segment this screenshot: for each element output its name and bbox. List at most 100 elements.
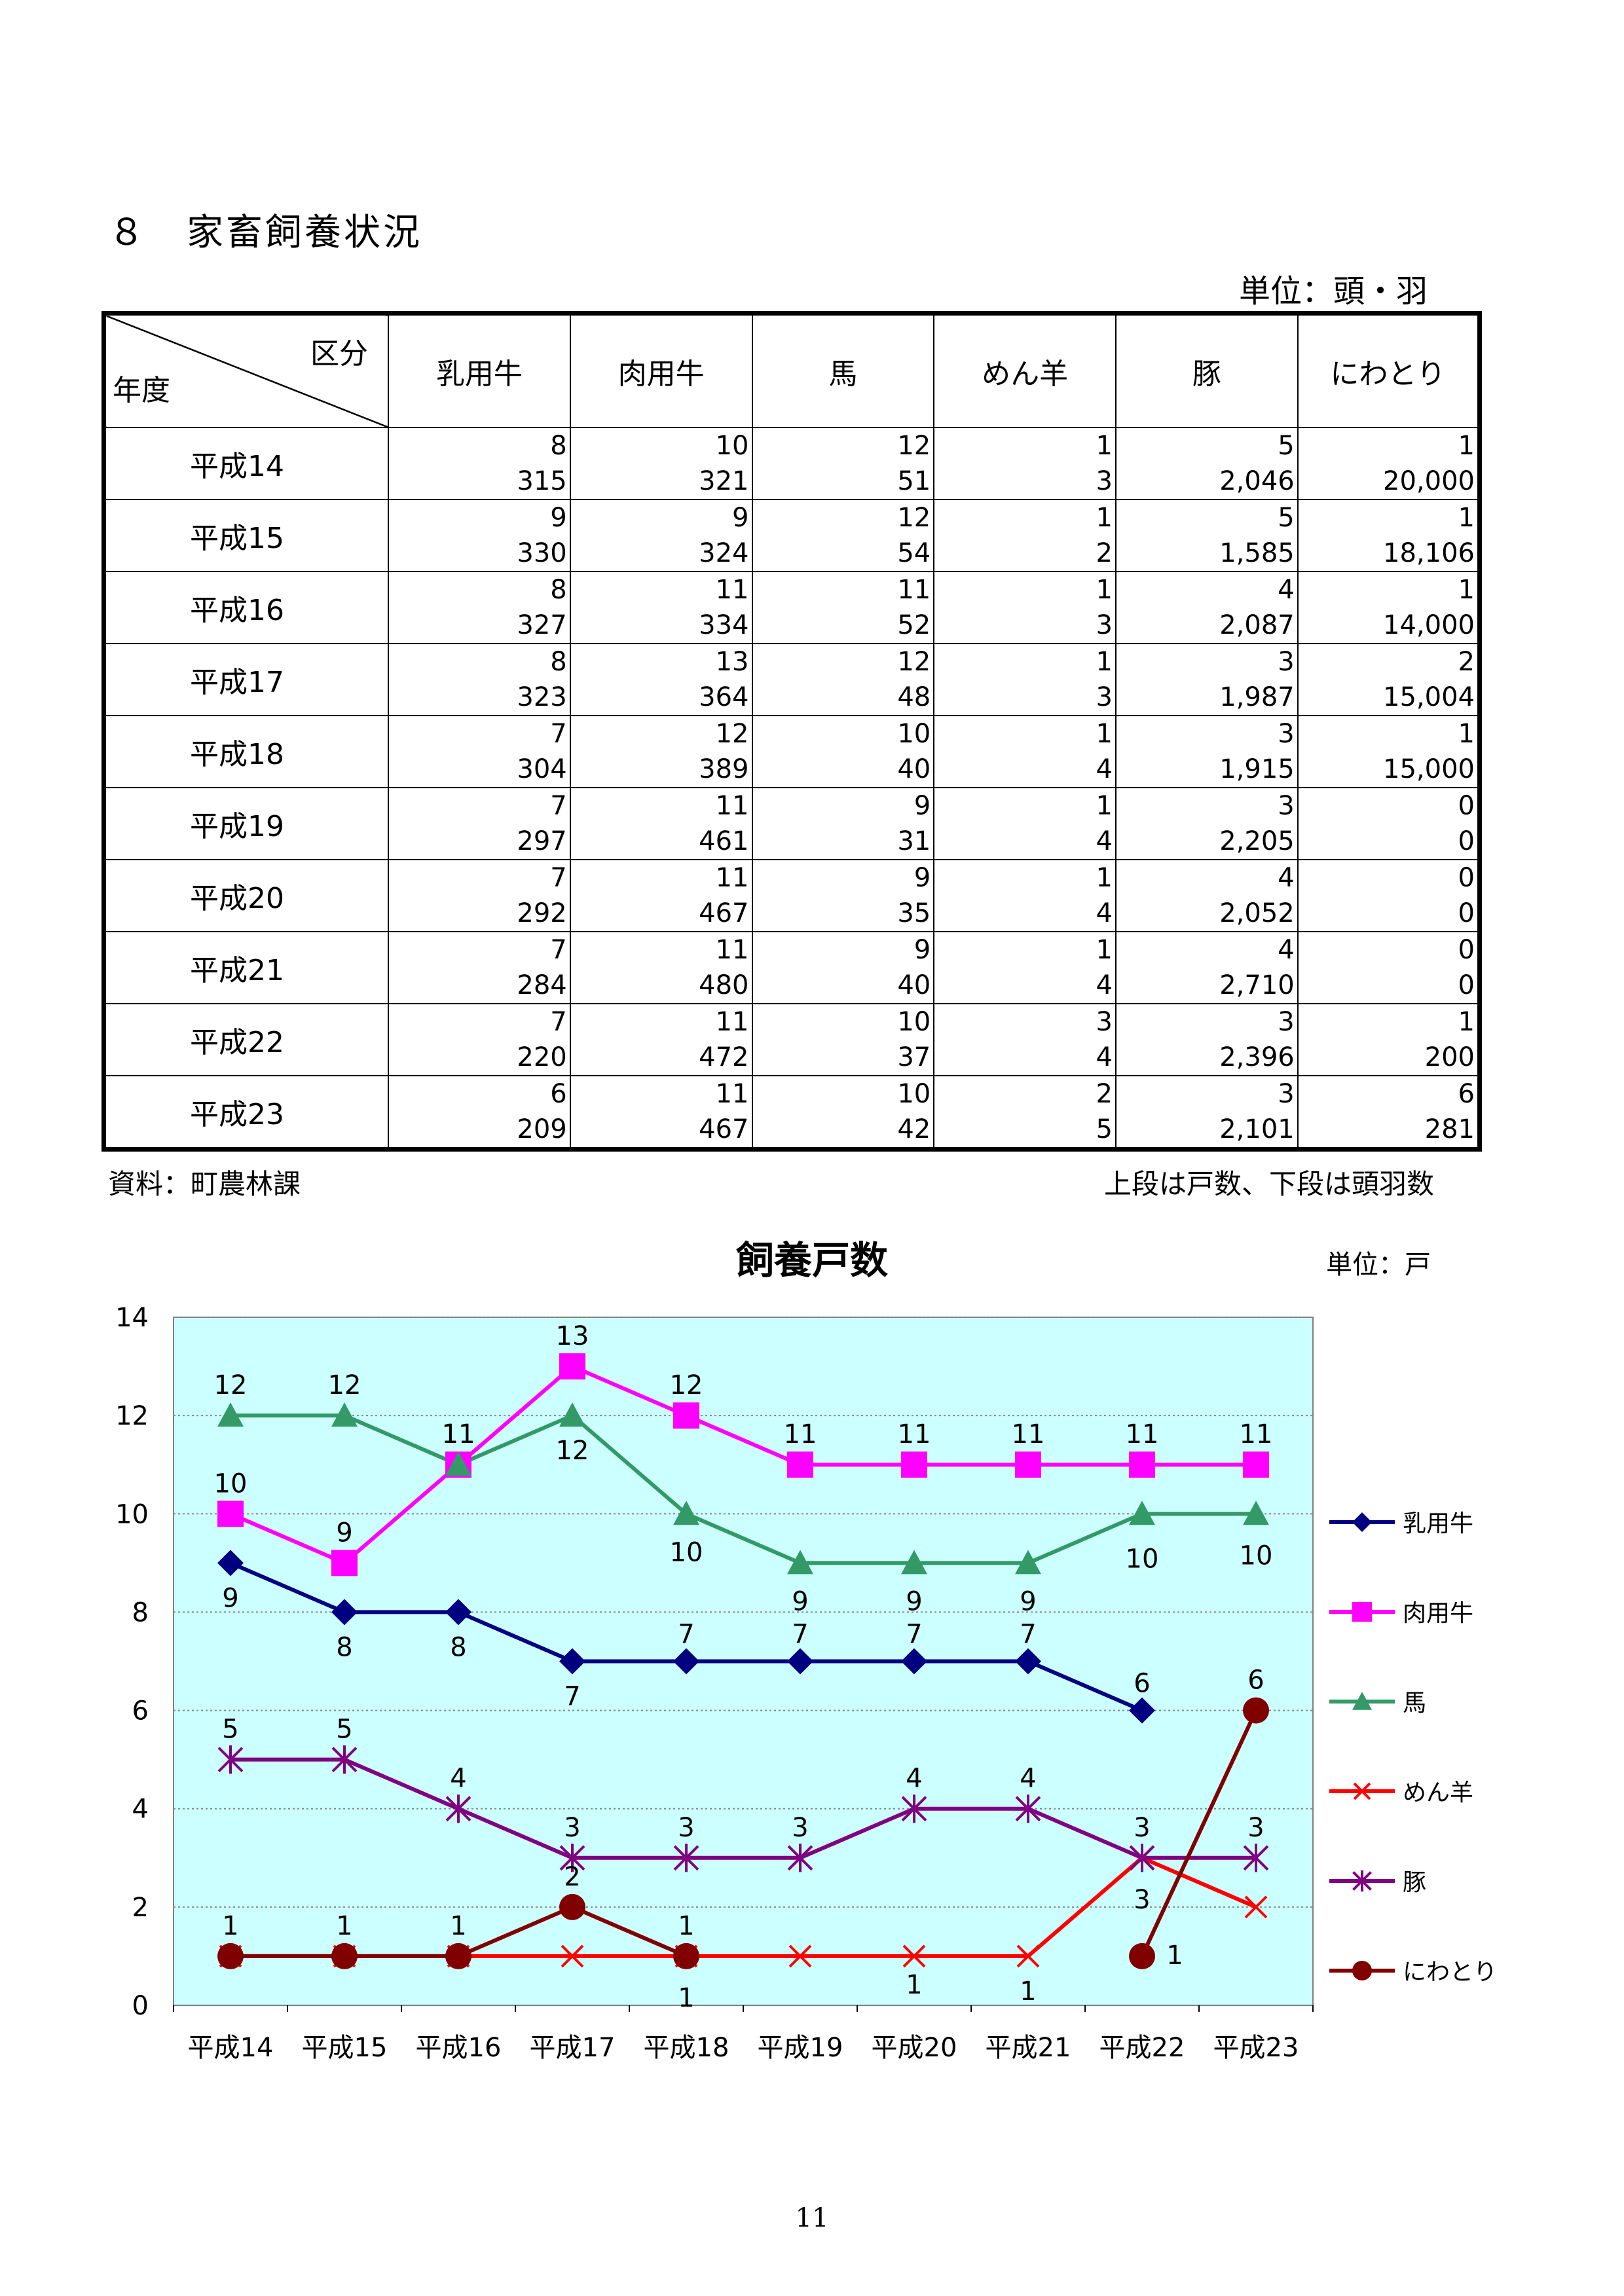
year-cell: 平成21 xyxy=(103,931,389,1004)
head-count: 2,046 xyxy=(1219,466,1295,496)
data-point xyxy=(1015,1550,1041,1575)
head-count: 4 xyxy=(1096,1042,1113,1072)
data-label: 3 xyxy=(564,1813,580,1843)
head-count: 0 xyxy=(1458,826,1475,856)
data-cell: 8 315 xyxy=(388,427,571,500)
data-label: 1 xyxy=(906,1970,922,2000)
x-tick-label: 平成14 xyxy=(188,2033,274,2063)
data-label: 12 xyxy=(670,1370,703,1400)
data-cell: 10 40 xyxy=(751,715,935,788)
legend-marker xyxy=(1352,1692,1372,1710)
data-point xyxy=(559,1844,585,1872)
household-count: 1 xyxy=(1096,431,1113,461)
household-count: 0 xyxy=(1458,935,1475,965)
data-point xyxy=(1129,1451,1155,1478)
head-count: 284 xyxy=(517,970,567,1000)
data-cell: 1 200 xyxy=(1297,1003,1481,1076)
data-point xyxy=(1243,1697,1269,1724)
y-tick-label: 4 xyxy=(132,1795,149,1825)
livestock-table: 区分 年度 乳用牛 肉用牛 馬 めん羊 豚 にわとり 平成14 8 315 10 321… xyxy=(101,311,1482,1152)
head-count: 40 xyxy=(897,970,931,1000)
legend-marker xyxy=(1352,1961,1372,1980)
data-label: 7 xyxy=(906,1620,922,1650)
head-count: 2,710 xyxy=(1219,970,1295,1000)
table-row: 平成23 6 209 11 467 10 42 2 5 3 2,101 6 281 xyxy=(103,1075,1481,1150)
household-count: 0 xyxy=(1458,791,1475,821)
data-point xyxy=(331,1599,358,1626)
year-cell: 平成20 xyxy=(103,859,389,932)
data-cell: 4 2,710 xyxy=(1115,931,1299,1004)
data-cell: 9 324 xyxy=(569,499,753,572)
data-label: 1 xyxy=(222,1911,238,1941)
year-cell: 平成18 xyxy=(103,715,389,788)
head-count: 51 xyxy=(897,466,931,496)
data-cell: 7 220 xyxy=(388,1003,571,1076)
table-row: 平成21 7 284 11 480 9 40 1 4 4 2,710 0 0 xyxy=(103,931,1481,1004)
data-point xyxy=(559,1893,585,1920)
head-count: 327 xyxy=(517,610,567,640)
household-count: 1 xyxy=(1458,575,1475,605)
table-body: 平成14 8 315 10 321 12 51 1 3 5 2,046 1 20,000 平成15 9 330… xyxy=(103,427,1481,1150)
data-point xyxy=(217,1501,244,1527)
data-cell: 5 1,585 xyxy=(1115,499,1299,572)
head-count: 54 xyxy=(897,538,931,568)
data-label: 11 xyxy=(1126,1419,1159,1449)
table-row: 平成14 8 315 10 321 12 51 1 3 5 2,046 1 20,000 xyxy=(103,427,1481,500)
data-label: 1 xyxy=(336,1911,352,1941)
data-label: 1 xyxy=(450,1911,466,1941)
household-count: 5 xyxy=(1278,503,1295,533)
data-point xyxy=(1129,1844,1155,1872)
head-count: 2,087 xyxy=(1219,610,1295,640)
data-point xyxy=(901,1550,927,1575)
household-count: 4 xyxy=(1278,575,1295,605)
data-point xyxy=(331,1745,358,1774)
head-count: 472 xyxy=(699,1042,749,1072)
y-tick-label: 10 xyxy=(115,1499,149,1529)
data-label: 3 xyxy=(1134,1813,1150,1843)
household-count: 1 xyxy=(1458,503,1475,533)
data-point xyxy=(1129,1501,1155,1525)
data-label: 4 xyxy=(906,1764,922,1794)
data-cell: 11 52 xyxy=(751,571,935,644)
data-label: 10 xyxy=(670,1537,703,1567)
data-point xyxy=(331,1402,358,1427)
household-count: 6 xyxy=(550,1079,567,1109)
data-point xyxy=(1244,1895,1268,1919)
data-point xyxy=(673,1402,699,1429)
data-point xyxy=(673,1648,699,1675)
household-count: 1 xyxy=(1096,575,1113,605)
source-note: 資料：町農林課 xyxy=(108,1168,301,1200)
year-cell: 平成16 xyxy=(103,571,389,644)
household-count: 1 xyxy=(1096,647,1113,677)
household-count: 7 xyxy=(550,863,567,893)
data-label: 4 xyxy=(450,1764,466,1794)
data-cell: 12 54 xyxy=(751,499,935,572)
household-count: 5 xyxy=(1278,431,1295,461)
data-point xyxy=(901,1648,927,1675)
data-cell: 4 2,087 xyxy=(1115,571,1299,644)
data-label: 10 xyxy=(1240,1540,1273,1571)
head-count: 2 xyxy=(1096,538,1113,568)
head-count: 304 xyxy=(517,754,567,784)
data-cell: 4 2,052 xyxy=(1115,859,1299,932)
data-label: 10 xyxy=(214,1468,248,1499)
data-label: 7 xyxy=(564,1682,580,1712)
household-count: 4 xyxy=(1278,935,1295,965)
data-point xyxy=(217,1402,244,1427)
data-cell: 7 284 xyxy=(388,931,571,1004)
data-point xyxy=(1243,1501,1269,1525)
data-point xyxy=(561,1944,584,1968)
data-label: 5 xyxy=(336,1715,352,1745)
data-point xyxy=(559,1402,585,1427)
data-label: 9 xyxy=(336,1518,352,1548)
table-row: 平成22 7 220 11 472 10 37 3 4 3 2,396 1 200 xyxy=(103,1003,1481,1076)
household-count: 11 xyxy=(715,791,749,821)
data-cell: 11 472 xyxy=(569,1003,753,1076)
data-cell: 6 209 xyxy=(388,1075,571,1150)
y-tick-label: 12 xyxy=(115,1401,149,1431)
